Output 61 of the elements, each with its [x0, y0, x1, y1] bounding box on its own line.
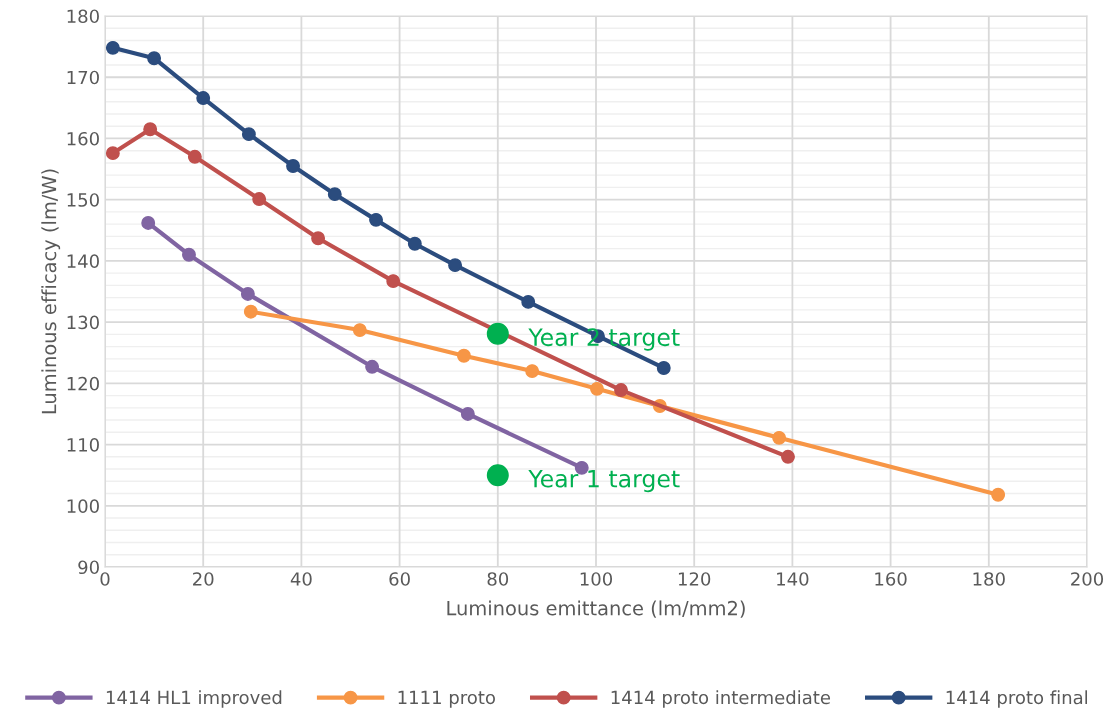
y-tick-label: 160 — [67, 131, 99, 146]
point — [590, 381, 604, 396]
y-tick-label: 140 — [67, 254, 99, 269]
point — [369, 212, 383, 227]
x-tick-label: 100 — [580, 572, 613, 586]
point — [327, 187, 342, 202]
point — [286, 159, 300, 173]
point — [525, 364, 540, 379]
point — [311, 231, 326, 246]
point — [240, 287, 255, 301]
point — [105, 40, 120, 55]
point — [241, 127, 256, 142]
y-axis-title: Luminous efficacy (lm/W) — [41, 169, 61, 414]
legend-label: 1414 proto intermediate — [611, 690, 831, 708]
point — [781, 449, 795, 464]
point — [456, 348, 471, 363]
point — [521, 294, 536, 309]
legend-label: 1414 HL1 improved — [106, 690, 282, 708]
point — [614, 383, 628, 398]
point — [141, 215, 156, 230]
y-tick-label: 180 — [67, 9, 99, 24]
x-tick-label: 120 — [678, 572, 711, 586]
x-axis-title: Luminous emittance (lm/mm2) — [447, 600, 745, 618]
x-tick-label: 0 — [100, 572, 110, 586]
x-tick-label: 200 — [1071, 572, 1104, 586]
point — [352, 323, 367, 338]
point — [486, 464, 509, 487]
point — [772, 430, 787, 445]
y-tick-label: 170 — [67, 70, 99, 85]
y-tick-label: 130 — [67, 315, 99, 330]
x-tick-label: 160 — [875, 572, 907, 586]
y-tick-label: 120 — [67, 376, 99, 391]
point — [182, 247, 196, 262]
point — [147, 51, 162, 66]
x-tick-label: 20 — [193, 572, 214, 586]
point — [460, 406, 475, 421]
legend-label: 1414 proto final — [946, 690, 1088, 708]
point — [365, 359, 380, 374]
y-tick-label: 100 — [67, 499, 99, 513]
y-tick-label: 90 — [78, 560, 99, 575]
annotation: Year 1 target — [528, 470, 680, 493]
point — [386, 274, 401, 289]
x-tick-label: 60 — [389, 572, 410, 586]
x-tick-label: 140 — [777, 572, 809, 586]
x-tick-label: 40 — [290, 572, 312, 586]
point — [486, 322, 509, 345]
x-tick-label: 180 — [973, 572, 1005, 586]
point — [143, 122, 158, 137]
legend-label: 1111 proto — [398, 690, 495, 708]
point — [991, 487, 1006, 502]
point — [196, 91, 211, 105]
point — [407, 236, 422, 251]
y-tick-label: 110 — [67, 438, 99, 452]
point — [243, 304, 258, 319]
point — [656, 361, 671, 375]
point — [187, 149, 202, 164]
point — [105, 146, 120, 161]
x-tick-label: 80 — [487, 572, 509, 586]
y-tick-label: 150 — [67, 193, 99, 207]
point — [448, 258, 463, 273]
point — [252, 192, 267, 206]
